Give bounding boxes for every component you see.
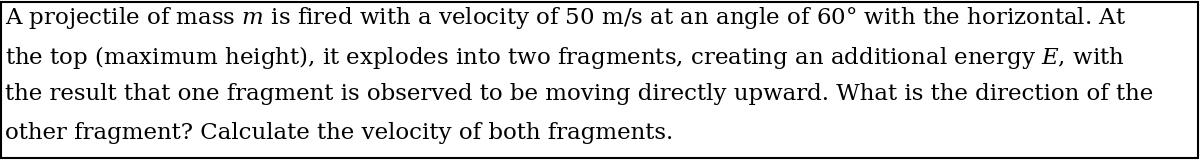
Text: other fragment? Calculate the velocity of both fragments.: other fragment? Calculate the velocity o… [5, 122, 673, 144]
Text: the result that one fragment is observed to be moving directly upward. What is t: the result that one fragment is observed… [5, 83, 1153, 105]
Text: A projectile of mass $m$ is fired with a velocity of 50 m/s at an angle of 60° w: A projectile of mass $m$ is fired with a… [5, 5, 1126, 31]
Text: the top (maximum height), it explodes into two fragments, creating an additional: the top (maximum height), it explodes in… [5, 44, 1124, 71]
